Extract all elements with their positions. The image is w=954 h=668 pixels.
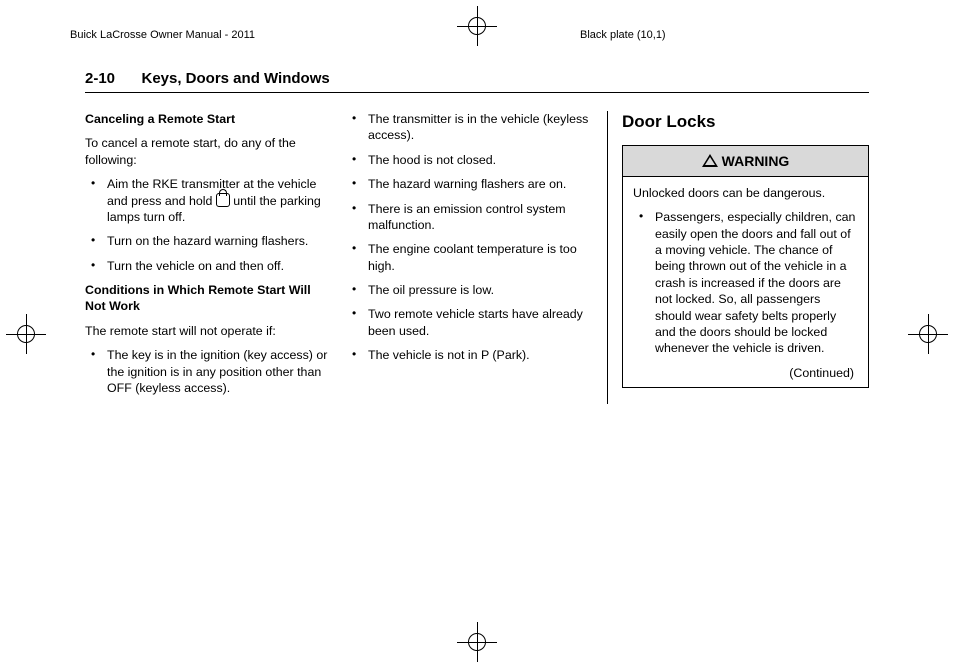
list-item: The hazard warning flashers are on. <box>346 176 593 192</box>
warning-label: WARNING <box>722 153 790 169</box>
list-item: The oil pressure is low. <box>346 282 593 298</box>
warning-intro: Unlocked doors can be dangerous. <box>633 185 858 201</box>
registration-mark-bottom <box>457 622 497 662</box>
warning-title-bar: WARNING <box>623 146 868 176</box>
warning-box: WARNING Unlocked doors can be dangerous.… <box>622 145 869 388</box>
chapter-title: Keys, Doors and Windows <box>141 70 329 87</box>
list-text: The key is in the ignition (key access) … <box>107 348 327 395</box>
list-item: Aim the RKE transmitter at the vehicle a… <box>85 176 332 225</box>
list-text: Two remote vehicle starts have already b… <box>368 307 583 337</box>
warning-triangle-icon <box>702 154 718 167</box>
bullet-list: The key is in the ignition (key access) … <box>85 347 332 396</box>
list-text: The hood is not closed. <box>368 153 496 167</box>
list-text: The transmitter is in the vehicle (keyle… <box>368 112 588 142</box>
list-text: The vehicle is not in P (Park). <box>368 348 530 362</box>
section-title-door-locks: Door Locks <box>622 111 869 133</box>
list-text: Passengers, especially children, can eas… <box>655 210 855 355</box>
warning-list: Passengers, especially children, can eas… <box>633 209 858 356</box>
paragraph: To cancel a remote start, do any of the … <box>85 135 332 168</box>
registration-mark-right <box>908 314 948 354</box>
list-item: The vehicle is not in P (Park). <box>346 347 593 363</box>
registration-mark-top <box>457 6 497 46</box>
list-item: Turn the vehicle on and then off. <box>85 258 332 274</box>
list-item: The transmitter is in the vehicle (keyle… <box>346 111 593 144</box>
list-item: Passengers, especially children, can eas… <box>633 209 858 356</box>
column-2: The transmitter is in the vehicle (keyle… <box>346 111 593 404</box>
list-text: Turn on the hazard warning flashers. <box>107 234 308 248</box>
manual-name: Buick LaCrosse Owner Manual - 2011 <box>70 29 255 41</box>
page-number: 2-10 <box>85 70 115 87</box>
plate-label: Black plate (10,1) <box>580 29 666 41</box>
list-text: There is an emission control system malf… <box>368 202 566 232</box>
column-3: Door Locks WARNING Unlocked doors can be… <box>607 111 869 404</box>
list-text: The hazard warning flashers are on. <box>368 177 566 191</box>
list-item: The hood is not closed. <box>346 152 593 168</box>
list-text: The engine coolant temperature is too hi… <box>368 242 577 272</box>
registration-mark-left <box>6 314 46 354</box>
list-item: Two remote vehicle starts have already b… <box>346 306 593 339</box>
list-item: Turn on the hazard warning flashers. <box>85 233 332 249</box>
subheading-conditions: Conditions in Which Remote Start Will No… <box>85 282 332 315</box>
bullet-list: The transmitter is in the vehicle (keyle… <box>346 111 593 364</box>
paragraph: The remote start will not operate if: <box>85 323 332 339</box>
page-heading: 2-10 Keys, Doors and Windows <box>85 70 869 93</box>
bullet-list: Aim the RKE transmitter at the vehicle a… <box>85 176 332 274</box>
continued-label: (Continued) <box>633 365 858 381</box>
list-item: The engine coolant temperature is too hi… <box>346 241 593 274</box>
list-text: The oil pressure is low. <box>368 283 494 297</box>
list-text: Turn the vehicle on and then off. <box>107 259 284 273</box>
warning-body: Unlocked doors can be dangerous. Passeng… <box>623 177 868 387</box>
subheading-cancel: Canceling a Remote Start <box>85 111 332 127</box>
remote-start-icon <box>216 193 230 207</box>
columns: Canceling a Remote Start To cancel a rem… <box>85 111 869 404</box>
column-1: Canceling a Remote Start To cancel a rem… <box>85 111 332 404</box>
page-content: 2-10 Keys, Doors and Windows Canceling a… <box>85 70 869 608</box>
list-item: The key is in the ignition (key access) … <box>85 347 332 396</box>
list-item: There is an emission control system malf… <box>346 201 593 234</box>
